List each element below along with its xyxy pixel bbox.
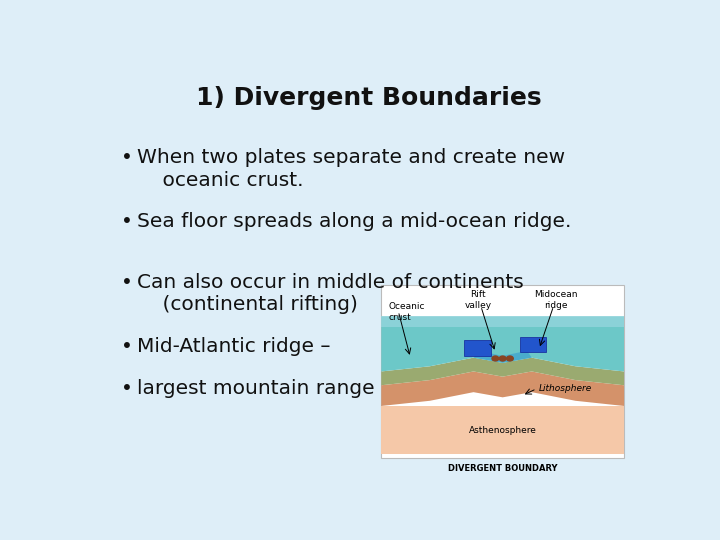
Text: Mid-Atlantic ridge –: Mid-Atlantic ridge – bbox=[138, 337, 331, 356]
Polygon shape bbox=[474, 351, 532, 363]
Polygon shape bbox=[382, 357, 624, 385]
Text: DIVERGENT BOUNDARY: DIVERGENT BOUNDARY bbox=[448, 464, 557, 473]
Circle shape bbox=[507, 356, 513, 361]
Text: •: • bbox=[121, 337, 132, 356]
FancyBboxPatch shape bbox=[464, 340, 490, 356]
Text: •: • bbox=[121, 379, 132, 398]
Text: Can also occur in middle of continents
    (continental rifting): Can also occur in middle of continents (… bbox=[138, 273, 524, 314]
Text: •: • bbox=[121, 212, 132, 232]
Polygon shape bbox=[382, 316, 624, 372]
Text: Rift
valley: Rift valley bbox=[465, 291, 492, 310]
FancyBboxPatch shape bbox=[520, 337, 546, 353]
FancyBboxPatch shape bbox=[382, 285, 624, 458]
Polygon shape bbox=[382, 372, 624, 406]
Text: Sea floor spreads along a mid-ocean ridge.: Sea floor spreads along a mid-ocean ridg… bbox=[138, 212, 572, 232]
Text: largest mountain range: largest mountain range bbox=[138, 379, 375, 398]
Text: Lithosphere: Lithosphere bbox=[539, 384, 593, 393]
Text: Oceanic
crust: Oceanic crust bbox=[389, 302, 425, 322]
Circle shape bbox=[492, 356, 499, 361]
Polygon shape bbox=[382, 316, 624, 327]
Text: Asthenosphere: Asthenosphere bbox=[469, 426, 536, 435]
Circle shape bbox=[499, 356, 506, 361]
Text: When two plates separate and create new
    oceanic crust.: When two plates separate and create new … bbox=[138, 148, 565, 190]
Text: •: • bbox=[121, 148, 132, 167]
Text: •: • bbox=[121, 273, 132, 292]
Text: Midocean
ridge: Midocean ridge bbox=[534, 291, 577, 310]
Polygon shape bbox=[382, 406, 624, 454]
Text: 1) Divergent Boundaries: 1) Divergent Boundaries bbox=[196, 85, 542, 110]
